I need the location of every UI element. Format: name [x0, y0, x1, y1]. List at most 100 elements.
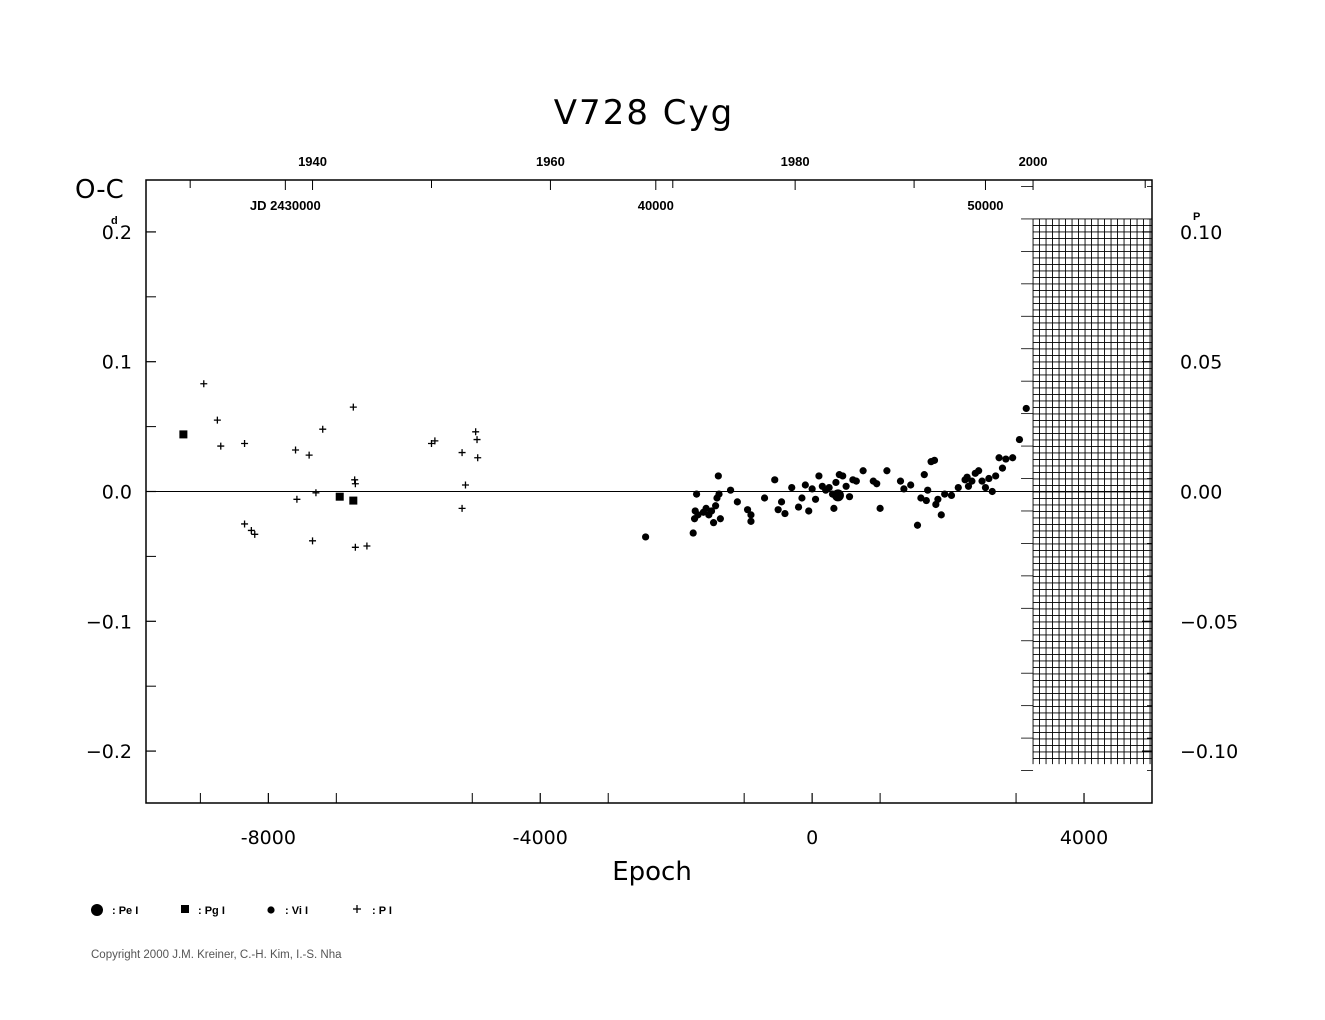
point-vi: [852, 477, 860, 485]
point-vi: [798, 494, 806, 502]
data-points: [179, 380, 1030, 551]
point-vi: [978, 477, 986, 485]
point-vi: [815, 472, 823, 480]
top-jd-label: JD 2430000: [250, 198, 321, 213]
legend-vi-label: : Vi I: [285, 905, 308, 917]
point-vi: [712, 502, 720, 510]
legend: : Pe I : Pg I : Vi I : P I: [91, 904, 392, 917]
point-p: [349, 403, 357, 411]
point-vi: [707, 507, 716, 515]
point-vi: [811, 495, 820, 503]
point-p: [213, 416, 221, 424]
point-p: [351, 476, 359, 484]
point-pg: [349, 496, 358, 505]
left-tick-label: −0.2: [86, 741, 132, 763]
point-p: [292, 446, 300, 454]
point-vi: [947, 491, 956, 499]
point-vi: [900, 485, 908, 493]
point-vi: [941, 490, 949, 498]
point-vi: [801, 481, 809, 489]
point-vi: [917, 494, 925, 502]
top-x-axis: 1940 1960 1980 2000 JD 2430000 40000 50000: [189, 154, 1146, 213]
point-vi: [924, 486, 932, 494]
point-vi: [1002, 455, 1010, 463]
chart-title: V728 Cyg: [554, 93, 734, 133]
point-vi: [825, 484, 833, 492]
top-jd-label: 50000: [967, 198, 1003, 213]
point-vi: [747, 517, 755, 525]
point-vi: [930, 456, 939, 464]
top-jd-label: 40000: [638, 198, 674, 213]
point-vi: [876, 504, 884, 512]
left-tick-label: 0.2: [102, 222, 132, 244]
point-p: [241, 439, 249, 447]
point-vi: [1015, 435, 1024, 444]
point-vi: [694, 511, 702, 519]
point-p: [461, 481, 469, 489]
point-vi: [995, 454, 1003, 462]
point-vi: [1022, 404, 1030, 413]
copyright-notice: Copyright 2000 J.M. Kreiner, C.-H. Kim, …: [91, 949, 342, 961]
point-p: [431, 437, 439, 445]
point-p: [363, 542, 371, 550]
point-vi: [981, 484, 990, 492]
right-tick-label: −0.05: [1180, 611, 1238, 633]
point-p: [309, 537, 317, 545]
left-tick-label: −0.1: [86, 611, 132, 633]
legend-pg-label: : Pg I: [198, 905, 225, 917]
point-p: [351, 480, 359, 488]
point-vi: [859, 467, 867, 475]
point-p: [458, 449, 466, 457]
point-pg: [179, 430, 188, 439]
point-vi: [896, 477, 905, 485]
point-vi: [733, 498, 741, 506]
point-vi: [715, 490, 723, 498]
point-p: [241, 520, 249, 528]
top-year-label: 1940: [298, 154, 327, 169]
point-vi: [828, 490, 837, 498]
point-vi: [998, 464, 1007, 472]
top-year-label: 2000: [1019, 154, 1048, 169]
point-p: [472, 428, 480, 436]
point-vi: [760, 494, 769, 502]
point-vi: [702, 504, 710, 512]
point-p: [200, 380, 208, 388]
point-vi: [642, 533, 650, 541]
point-vi: [937, 511, 945, 519]
y-axis-label: O-C: [75, 175, 124, 205]
point-vi: [913, 521, 922, 529]
bottom-tick-label: -8000: [241, 827, 296, 849]
point-vi: [954, 484, 962, 492]
bottom-tick-label: 4000: [1060, 827, 1108, 849]
point-p: [473, 436, 481, 444]
point-vi: [988, 487, 996, 496]
point-vi: [788, 484, 796, 492]
top-year-label: 1980: [781, 154, 810, 169]
point-vi: [968, 477, 976, 485]
legend-vi-marker: [267, 906, 275, 914]
point-vi: [747, 511, 755, 519]
point-vi: [808, 485, 816, 493]
point-p: [474, 454, 482, 462]
left-y-axis: 0.2 0.1 0.0 −0.1 −0.2: [86, 222, 156, 763]
point-vi: [689, 529, 697, 537]
point-vi: [774, 506, 782, 514]
point-vi: [873, 480, 881, 488]
point-vi: [743, 506, 752, 514]
legend-pe-label: : Pe I: [112, 905, 138, 917]
y-axis-unit: d: [111, 215, 118, 227]
point-vi: [883, 467, 891, 475]
point-vi: [709, 519, 718, 527]
left-tick-label: 0.1: [102, 352, 132, 374]
point-vi: [922, 496, 930, 505]
point-vi: [992, 472, 1000, 480]
bottom-x-axis: -8000 -4000 0 4000: [199, 793, 1153, 849]
point-vi: [842, 482, 850, 490]
point-p: [305, 451, 313, 459]
point-vi: [794, 503, 803, 511]
x-axis-label: Epoch: [612, 857, 692, 887]
right-tick-label: 0.00: [1180, 482, 1222, 504]
point-vi: [985, 474, 993, 483]
point-vi: [1009, 454, 1017, 462]
